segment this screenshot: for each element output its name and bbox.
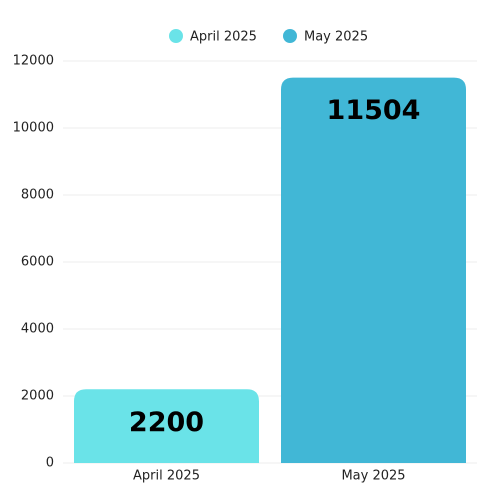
x-tick-label: April 2025 <box>133 469 200 484</box>
value-label: 2200 <box>129 407 204 438</box>
y-tick-label: 6000 <box>21 255 54 270</box>
bar <box>74 389 259 463</box>
y-tick-label: 8000 <box>21 188 54 203</box>
legend-label: May 2025 <box>304 30 368 45</box>
legend-label: April 2025 <box>190 30 257 45</box>
bar <box>281 77 466 463</box>
y-tick-label: 4000 <box>21 322 54 337</box>
y-tick-label: 12000 <box>13 54 54 69</box>
value-label: 11504 <box>327 95 421 126</box>
y-tick-label: 0 <box>46 456 54 471</box>
y-tick-label: 10000 <box>13 121 54 136</box>
y-tick-label: 2000 <box>21 389 54 404</box>
legend-swatch <box>169 29 183 43</box>
legend-swatch <box>283 29 297 43</box>
x-tick-label: May 2025 <box>341 469 405 484</box>
